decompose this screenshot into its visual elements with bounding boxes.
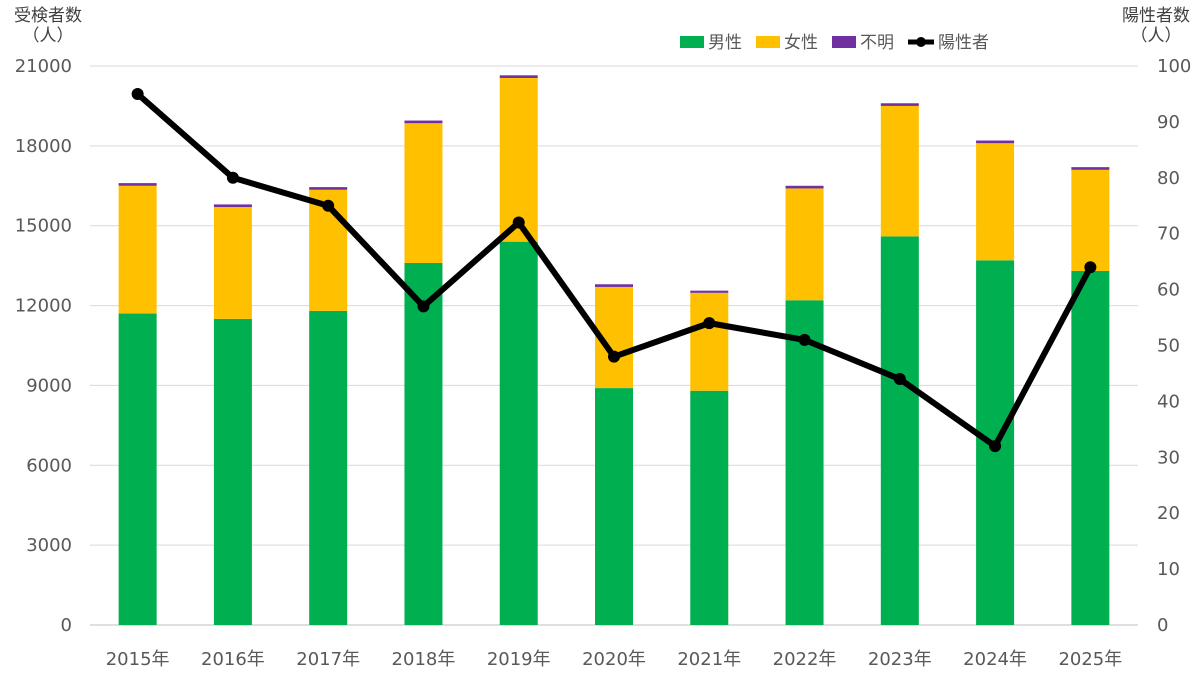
left-tick-label: 6000	[26, 455, 72, 476]
right-tick-label: 0	[1157, 615, 1168, 636]
line-point	[512, 216, 525, 229]
line-point	[131, 87, 144, 100]
bar-segment	[118, 183, 157, 186]
bar-segment	[1071, 270, 1110, 625]
line-point	[798, 333, 811, 346]
legend-label: 不明	[860, 33, 894, 53]
right-tick-label: 70	[1157, 224, 1180, 245]
x-tick-label: 2018年	[392, 649, 456, 670]
bar-segment	[213, 204, 252, 208]
x-tick-label: 2020年	[582, 649, 646, 670]
line-point	[322, 199, 335, 212]
right-tick-label: 40	[1157, 391, 1180, 412]
legend-swatch	[756, 36, 780, 48]
legend-marker	[916, 37, 926, 47]
bar-segment	[690, 390, 729, 625]
x-tick-label: 2025年	[1058, 649, 1122, 670]
left-tick-label: 21000	[15, 56, 72, 77]
right-tick-label: 20	[1157, 503, 1180, 524]
bar-segment	[690, 290, 729, 293]
left-tick-label: 3000	[26, 535, 72, 556]
bar-segment	[595, 388, 633, 625]
bar-segment	[880, 103, 919, 106]
right-axis-title-line1: 陽性者数	[1122, 6, 1190, 26]
bar-segment	[1071, 169, 1110, 271]
bar-segment	[404, 120, 443, 124]
left-tick-label: 9000	[26, 375, 72, 396]
x-tick-label: 2021年	[677, 649, 741, 670]
bar-segment	[499, 77, 538, 242]
right-tick-label: 80	[1157, 168, 1180, 189]
x-tick-label: 2023年	[868, 649, 932, 670]
line-point	[417, 300, 430, 313]
bar-segment	[213, 207, 252, 319]
left-axis-title-line1: 受検者数	[14, 6, 82, 26]
bar-segment	[499, 75, 538, 78]
left-axis-title: 受検者数 （人）	[8, 6, 88, 46]
bar-segment	[118, 185, 157, 314]
line-point	[1084, 261, 1097, 274]
legend-label: 陽性者	[938, 33, 989, 53]
line-point	[989, 440, 1002, 453]
x-tick-label: 2019年	[487, 649, 551, 670]
right-tick-label: 50	[1157, 336, 1180, 357]
bar-segment	[880, 105, 919, 237]
right-tick-label: 100	[1157, 56, 1191, 77]
legend-label: 男性	[708, 33, 742, 53]
line-point	[703, 317, 716, 330]
x-tick-label: 2022年	[773, 649, 837, 670]
left-tick-label: 18000	[15, 136, 72, 157]
line-point	[893, 373, 906, 386]
legend-swatch	[680, 36, 704, 48]
line-point	[608, 350, 620, 363]
left-axis-title-line2: （人）	[22, 26, 74, 46]
legend-swatch	[832, 36, 856, 48]
x-tick-label: 2024年	[963, 649, 1027, 670]
bar-segment	[309, 310, 348, 625]
x-tick-label: 2015年	[106, 649, 170, 670]
left-tick-label: 15000	[15, 216, 72, 237]
bar-segment	[499, 241, 538, 625]
bar-segment	[1071, 167, 1110, 170]
right-tick-label: 90	[1157, 112, 1180, 133]
bar-segment	[785, 188, 824, 301]
bar-segment	[118, 313, 157, 625]
right-tick-label: 30	[1157, 447, 1180, 468]
right-axis-title: 陽性者数 （人）	[1116, 6, 1196, 46]
x-tick-label: 2017年	[296, 649, 360, 670]
legend-label: 女性	[784, 33, 818, 53]
bar-segment	[404, 262, 443, 625]
bar-segment	[785, 300, 824, 625]
bar-segment	[309, 187, 348, 190]
bar-segment	[404, 123, 443, 263]
bar-segment	[976, 143, 1015, 261]
bar-segment	[976, 140, 1015, 144]
right-tick-label: 10	[1157, 559, 1180, 580]
bar-segment	[690, 292, 729, 391]
left-tick-label: 0	[61, 615, 72, 636]
bar-segment	[595, 284, 633, 287]
left-tick-label: 12000	[15, 296, 72, 317]
right-tick-label: 60	[1157, 280, 1180, 301]
line-point	[226, 171, 239, 184]
x-tick-label: 2016年	[201, 649, 265, 670]
bar-segment	[785, 185, 824, 189]
right-axis-title-line2: （人）	[1130, 26, 1182, 46]
bar-segment	[880, 236, 919, 625]
bar-segment	[213, 318, 252, 625]
